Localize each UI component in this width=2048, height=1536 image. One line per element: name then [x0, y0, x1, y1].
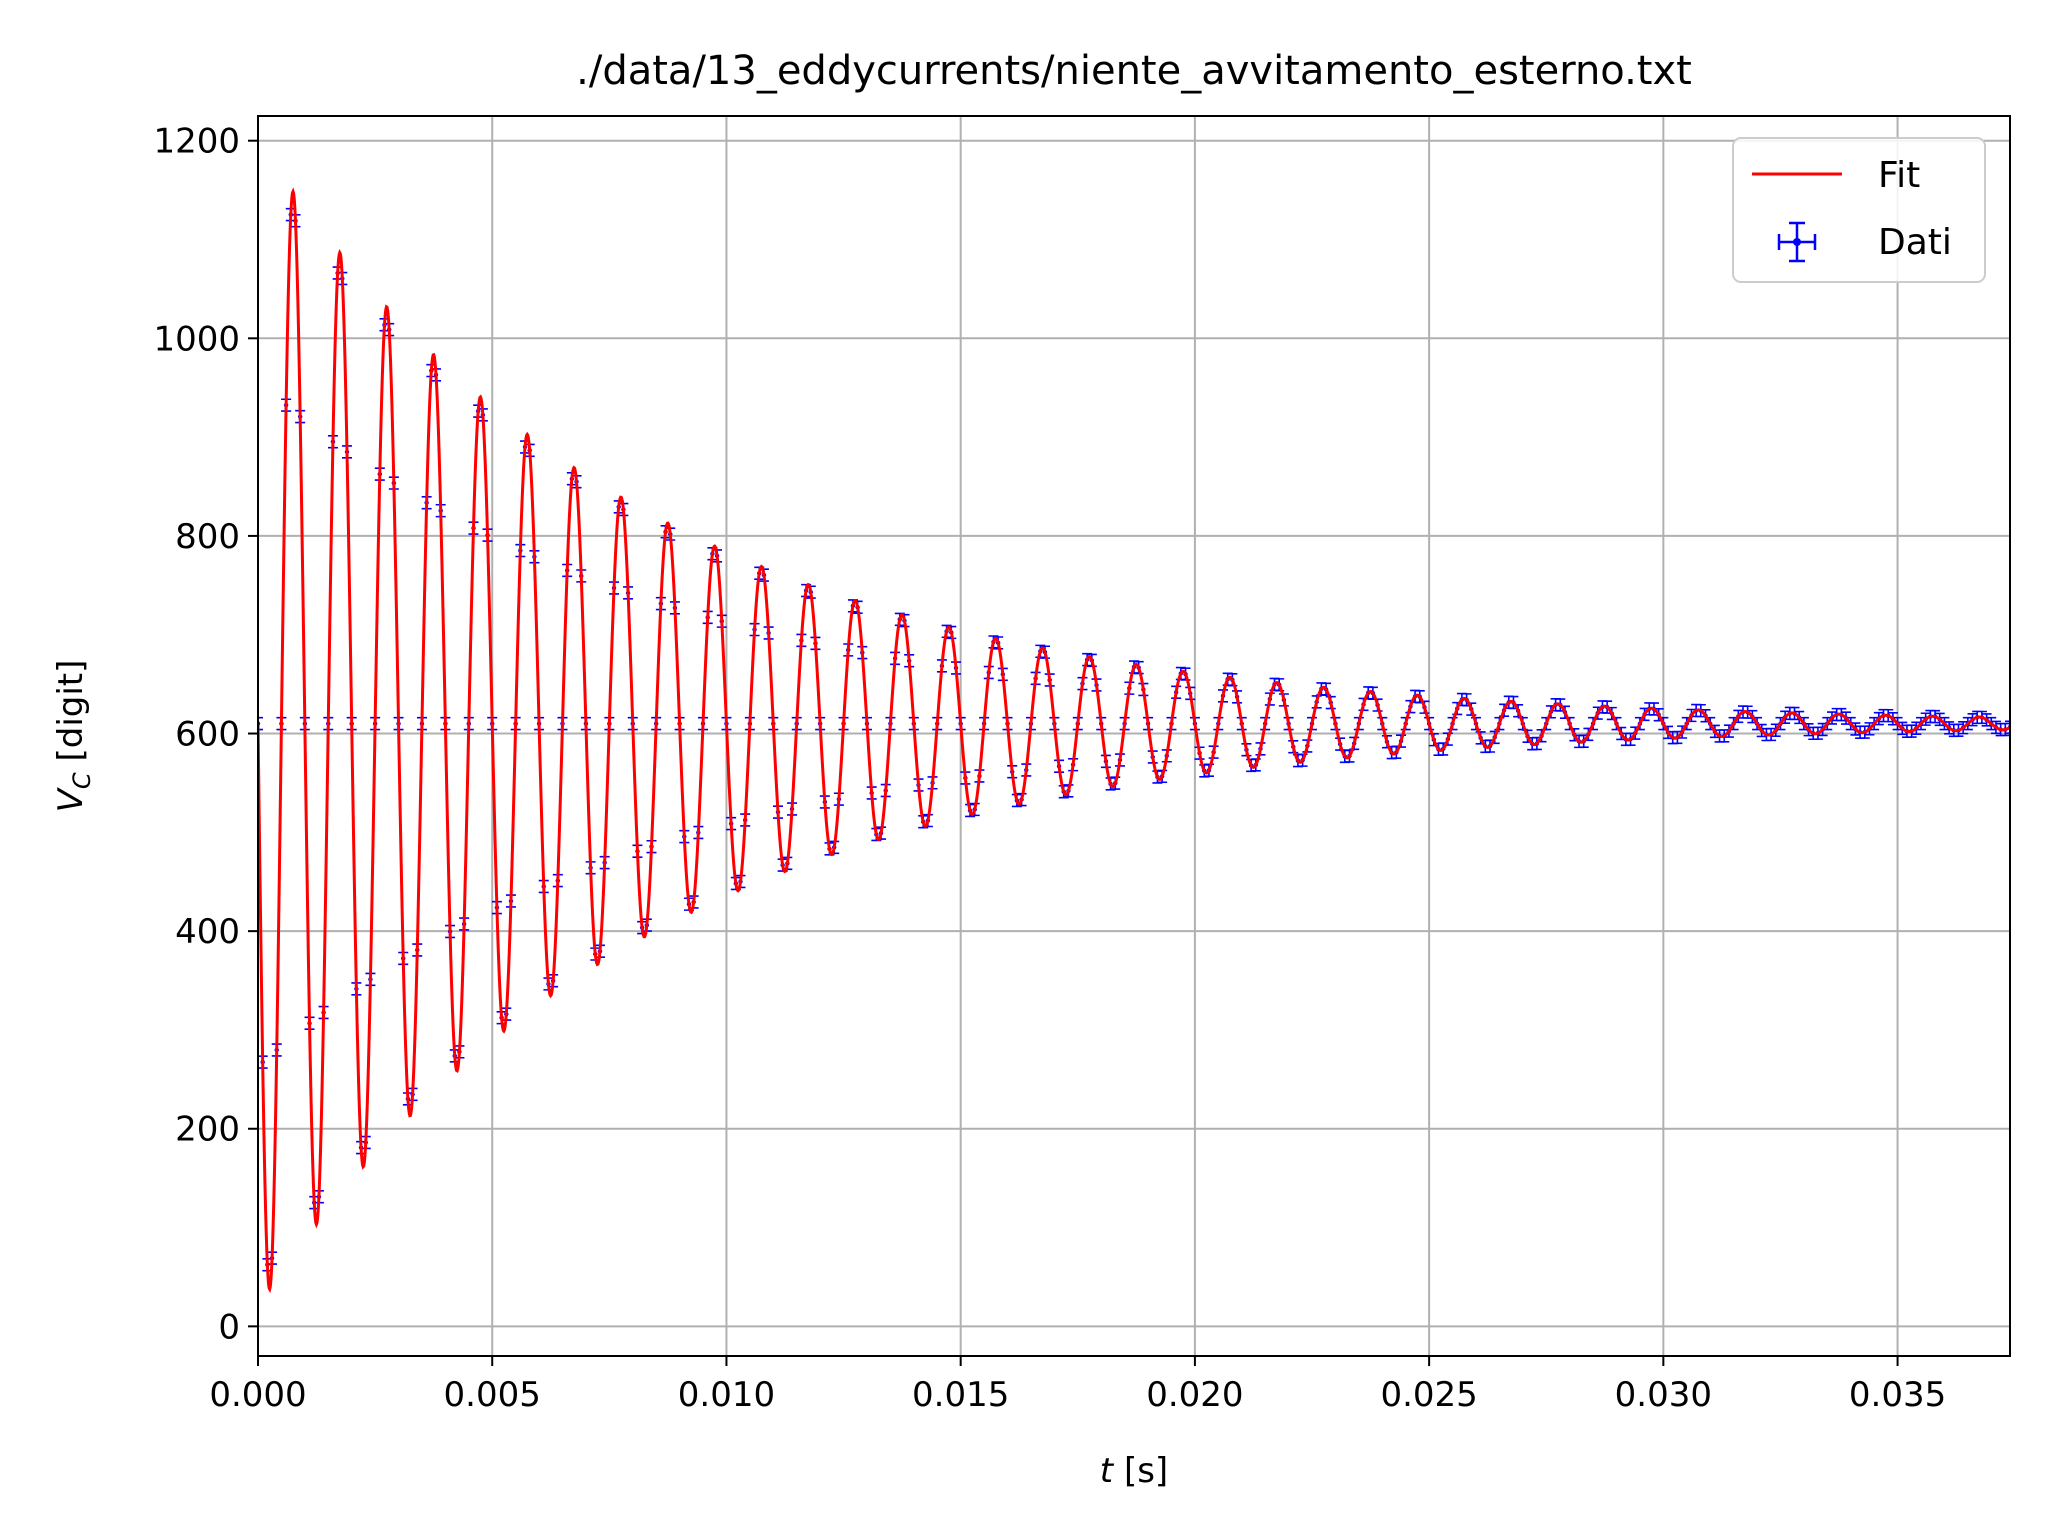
y-axis-label-sub: C: [68, 772, 96, 789]
y-axis-label-var: V: [51, 786, 91, 812]
y-tick-label: 1200: [153, 122, 240, 162]
grid-lines: [257, 116, 2010, 1356]
fit-line: [258, 187, 2010, 1294]
x-tick-label: 0.000: [209, 1375, 306, 1415]
x-axis-ticks: 0.000 0.005 0.010 0.015 0.020 0.025 0.030 0.035: [209, 1356, 1946, 1415]
plot-area: [258, 187, 2010, 1294]
legend-fit-label: Fit: [1878, 155, 1920, 196]
data-error-bars: [258, 207, 2010, 1272]
y-axis-label: VC [digit]: [51, 660, 96, 813]
x-tick-label: 0.015: [912, 1375, 1009, 1415]
y-axis-label-unit: [51, 762, 91, 773]
y-tick-label: 1000: [153, 319, 240, 359]
x-tick-label: 0.035: [1849, 1375, 1946, 1415]
x-tick-label: 0.025: [1380, 1375, 1477, 1415]
x-tick-label: 0.005: [444, 1375, 541, 1415]
x-axis-label-unit: [s]: [1124, 1451, 1168, 1491]
legend-dati-label: Dati: [1878, 222, 1952, 263]
x-tick-label: 0.010: [678, 1375, 775, 1415]
x-tick-label: 0.020: [1146, 1375, 1243, 1415]
chart-title: ./data/13_eddycurrents/niente_avvitament…: [576, 48, 1692, 94]
data-points-layer: [258, 207, 2010, 1272]
y-tick-label: 200: [175, 1110, 240, 1150]
plot-frame: [257, 115, 2011, 1357]
y-tick-label: 600: [175, 715, 240, 755]
x-axis-label-var: t: [1100, 1451, 1115, 1491]
legend-dati-swatch: [1777, 221, 1817, 263]
y-axis-label-unit-text: [digit]: [51, 660, 91, 762]
legend: Fit Dati: [1732, 137, 1986, 283]
x-tick-label: 0.030: [1615, 1375, 1712, 1415]
y-tick-label: 400: [175, 912, 240, 952]
y-axis-ticks: 0 200 400 600 800 1000 1200: [153, 122, 258, 1347]
x-axis-label: t [s]: [1100, 1451, 1168, 1491]
y-tick-label: 0: [218, 1307, 240, 1347]
fit-line-layer: [258, 187, 2010, 1294]
y-tick-label: 800: [175, 517, 240, 557]
